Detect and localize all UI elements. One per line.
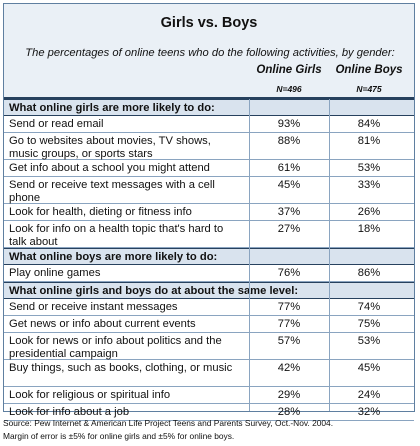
section-heading-text: What online girls are more likely to do: (9, 102, 215, 114)
table-row: Look for religious or spiritual info 29% 2… (4, 387, 414, 404)
column-header-girls: Online Girls (256, 64, 322, 76)
table-row: Send or receive text messages with a cel… (4, 177, 414, 204)
value-boys: 24% (357, 389, 381, 401)
table-row: Look for health, dieting or fitness info… (4, 204, 414, 221)
section-heading: What online girls are more likely to do: (4, 99, 414, 116)
value-boys: 33% (357, 179, 381, 191)
row-label: Look for info about a job (9, 406, 130, 418)
table-row: Get news or info about current events 77%… (4, 316, 414, 333)
data-table: Girls vs. Boys The percentages of online… (3, 3, 415, 421)
value-boys: 53% (357, 162, 381, 174)
table-row: Get info about a school you might attend… (4, 160, 414, 177)
row-label: Look for news or info about politics and… (9, 335, 222, 360)
value-girls: 27% (277, 223, 301, 235)
source-text: Source: Pew Internet & American Life Pro… (3, 418, 334, 428)
table-header: Girls vs. Boys The percentages of online… (4, 4, 414, 100)
value-boys: 32% (357, 406, 381, 418)
row-label: Look for health, dieting or fitness info (9, 206, 192, 218)
value-girls: 42% (277, 362, 301, 374)
table-row: Go to websites about movies, TV shows, m… (4, 133, 414, 160)
value-girls: 61% (277, 162, 301, 174)
value-girls: 29% (277, 389, 301, 401)
table-row: Play online games 76% 86% (4, 265, 414, 282)
row-label: Go to websites about movies, TV shows, m… (9, 135, 211, 160)
row-label: Look for info on a health topic that's h… (9, 223, 224, 248)
column-divider (329, 99, 330, 411)
row-label: Get news or info about current events (9, 318, 196, 330)
row-label: Look for religious or spiritual info (9, 389, 171, 401)
section-heading-text: What online girls and boys do at about t… (9, 285, 299, 297)
value-boys: 86% (357, 267, 381, 279)
section-heading-text: What online boys are more likely to do: (9, 251, 218, 263)
table-row: Send or read email 93% 84% (4, 116, 414, 133)
table-row: Look for info about a job 28% 32% (4, 404, 414, 421)
sample-size-girls: N=496 (276, 84, 302, 94)
value-girls: 37% (277, 206, 301, 218)
value-girls: 28% (277, 406, 301, 418)
row-label: Send or read email (9, 118, 104, 130)
value-girls: 45% (277, 179, 301, 191)
value-girls: 76% (277, 267, 301, 279)
value-girls: 93% (277, 118, 301, 130)
sample-size-boys: N=475 (356, 84, 382, 94)
table-row: Look for news or info about politics and… (4, 333, 414, 360)
section-heading: What online girls and boys do at about t… (4, 282, 414, 299)
column-divider (249, 99, 250, 411)
row-label: Send or receive instant messages (9, 301, 178, 313)
table-subtitle: The percentages of online teens who do t… (25, 47, 395, 59)
value-boys: 75% (357, 318, 381, 330)
table-title: Girls vs. Boys (160, 15, 258, 31)
value-boys: 84% (357, 118, 381, 130)
table-row: Look for info on a health topic that's h… (4, 221, 414, 248)
source-note: Source: Pew Internet & American Life Pro… (3, 417, 417, 443)
row-label: Buy things, such as books, clothing, or … (9, 362, 233, 374)
value-girls: 57% (277, 335, 301, 347)
value-boys: 45% (357, 362, 381, 374)
value-girls: 88% (277, 135, 301, 147)
value-boys: 26% (357, 206, 381, 218)
value-boys: 74% (357, 301, 381, 313)
row-label: Play online games (9, 267, 101, 279)
value-boys: 81% (357, 135, 381, 147)
value-girls: 77% (277, 318, 301, 330)
row-label: Get info about a school you might attend (9, 162, 210, 174)
margin-of-error-text: Margin of error is ±5% for online girls … (3, 431, 235, 441)
value-boys: 18% (357, 223, 381, 235)
row-label: Send or receive text messages with a cel… (9, 179, 215, 204)
table-row: Send or receive instant messages 77% 74% (4, 299, 414, 316)
value-girls: 77% (277, 301, 301, 313)
column-header-boys: Online Boys (335, 64, 403, 76)
value-boys: 53% (357, 335, 381, 347)
header-divider (4, 97, 414, 99)
table-row: Buy things, such as books, clothing, or … (4, 360, 414, 387)
section-heading: What online boys are more likely to do: (4, 248, 414, 265)
